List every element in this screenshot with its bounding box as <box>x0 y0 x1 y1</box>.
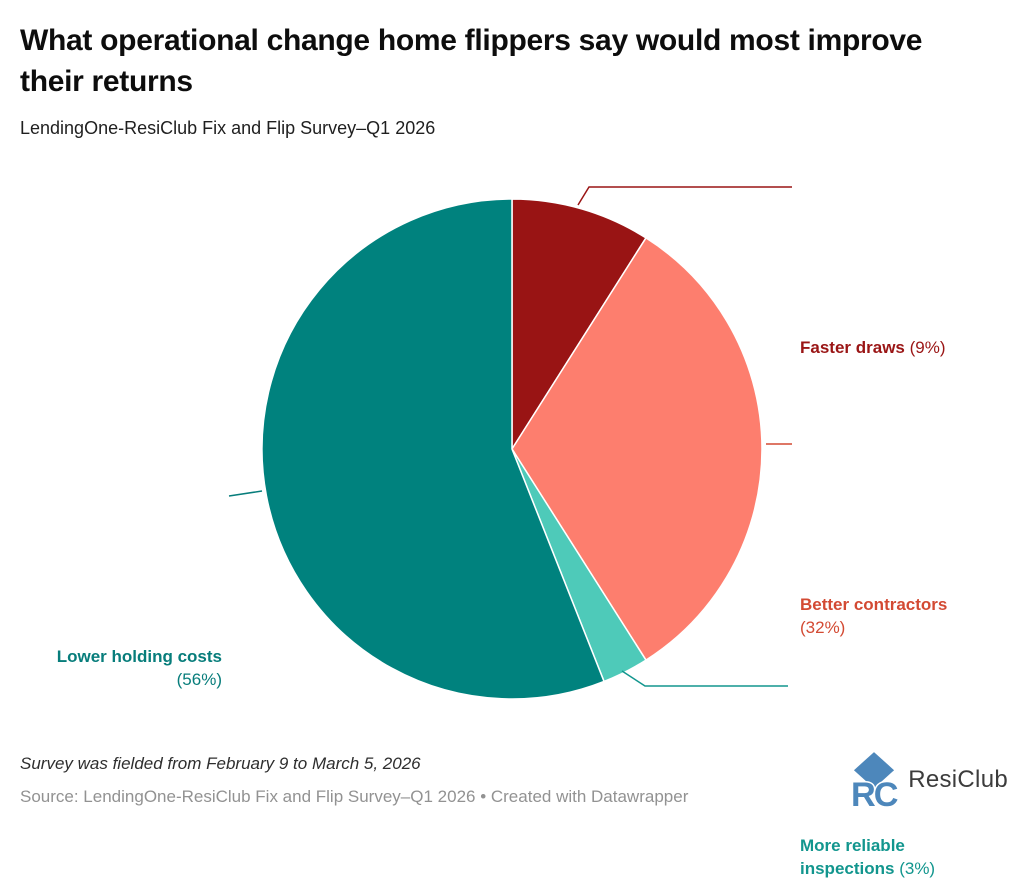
pie-slice-better-contractors[interactable] <box>511 237 763 661</box>
leader-line-lower-holding-costs <box>228 490 263 497</box>
pie-label-faster-draws: Faster draws (9%) <box>800 336 946 359</box>
leader-line-faster-draws <box>577 186 792 206</box>
chart-subtitle: LendingOne-ResiClub Fix and Flip Survey–… <box>20 118 436 138</box>
pie-label-name: More reliable inspections <box>800 836 905 878</box>
pie-label-name: Faster draws <box>800 338 905 357</box>
pie-slice-lower-holding-costs[interactable] <box>261 198 605 700</box>
logo-roof-diamond-icon <box>854 752 895 789</box>
pie-label-pct: (32%) <box>800 618 846 637</box>
pie-label-better-contractors: Better contractors (32%) <box>800 593 975 639</box>
pie-slice-faster-draws[interactable] <box>511 198 647 450</box>
chart-header: What operational change home flippers sa… <box>20 20 980 139</box>
resiclub-house-icon: RC <box>851 752 898 808</box>
pie-label-name: Lower holding costs <box>56 647 222 666</box>
chart-title: What operational change home flippers sa… <box>20 24 923 98</box>
pie-label-name: Better contractors <box>800 595 948 614</box>
pie-label-pct: (56%) <box>176 670 222 689</box>
pie-label-pct: (3%) <box>899 859 936 878</box>
pie-chart-svg <box>228 186 792 700</box>
pie-chart: Faster draws (9%) Better contractors (32… <box>0 160 1024 878</box>
pie-slices-group <box>261 198 763 700</box>
pie-label-more-reliable-inspections: More reliable inspections (3%) <box>800 834 965 880</box>
chart-source-line: Source: LendingOne-ResiClub Fix and Flip… <box>20 787 689 806</box>
chart-footnote: Survey was fielded from February 9 to Ma… <box>20 754 421 773</box>
resiclub-logo: RC ResiClub <box>851 751 1008 808</box>
resiclub-logo-text: ResiClub <box>908 765 1008 793</box>
pie-label-pct: (9%) <box>909 338 946 357</box>
pie-label-lower-holding-costs: Lower holding costs (56%) <box>22 645 222 691</box>
logo-monogram: RC <box>851 776 898 808</box>
leader-line-more-reliable-inspections <box>621 670 788 687</box>
page: { "chart_data": { "type": "pie", "title"… <box>0 20 1024 878</box>
